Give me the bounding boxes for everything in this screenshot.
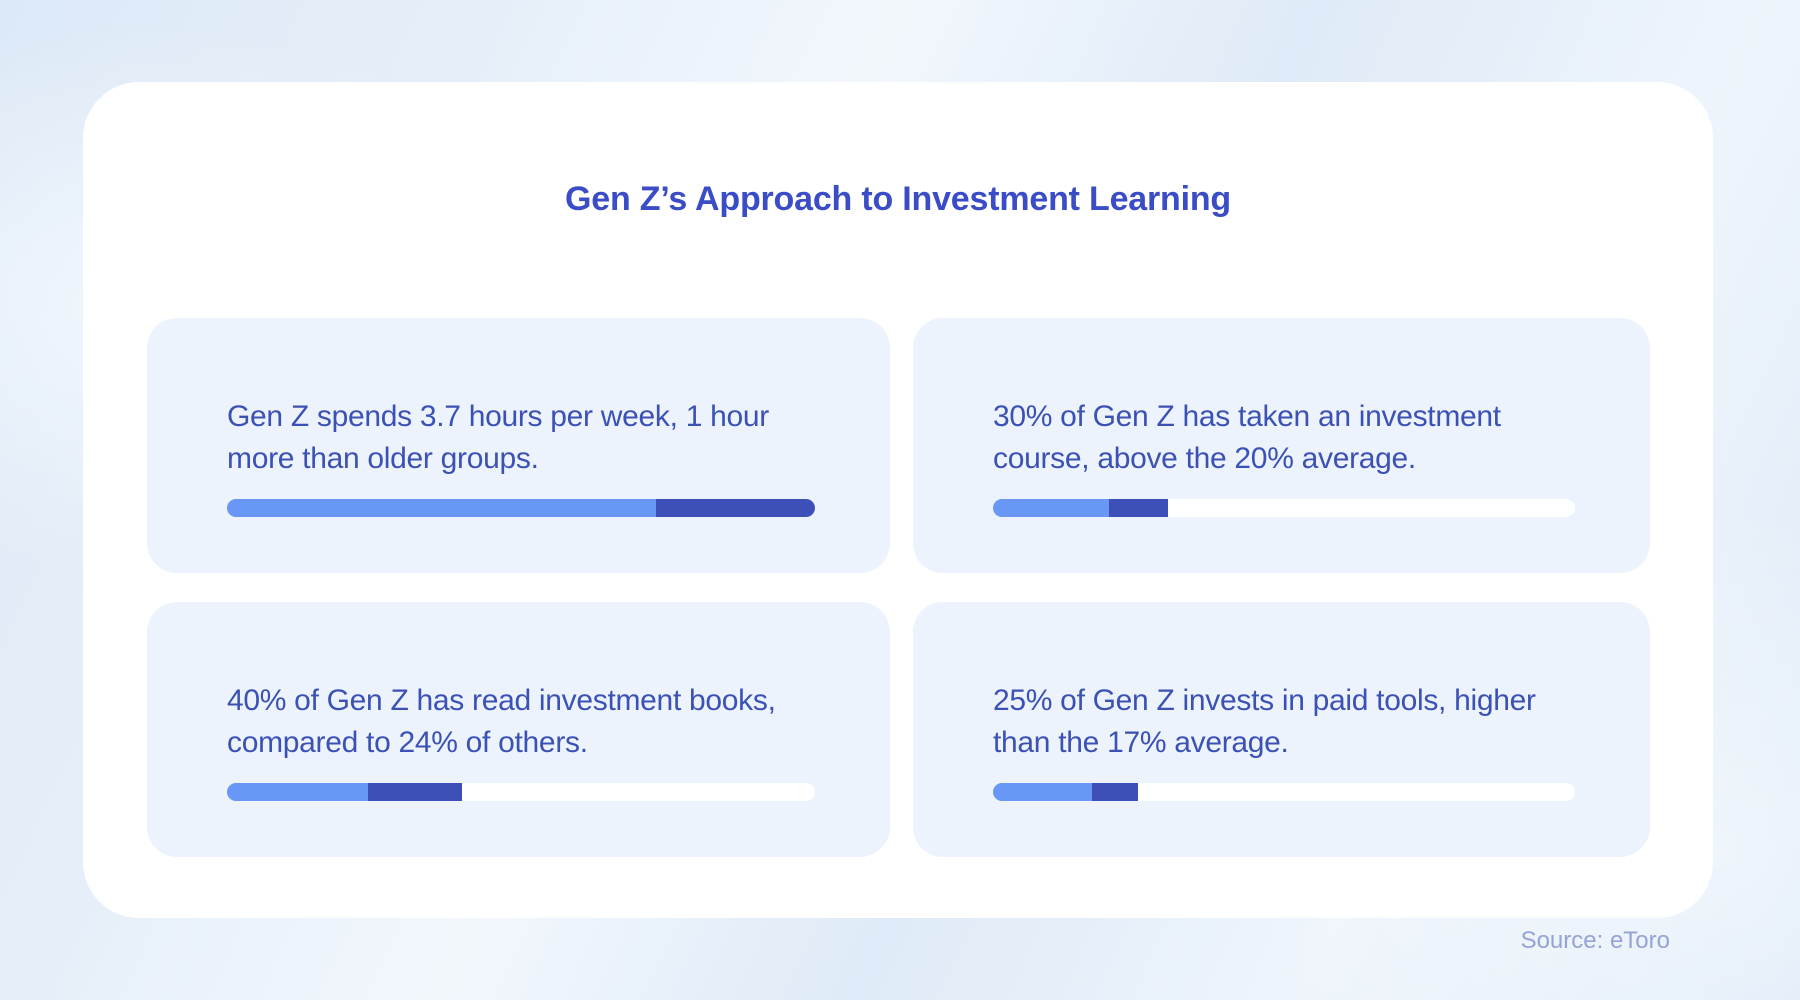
stat-text: Gen Z spends 3.7 hours per week, 1 hour …	[227, 400, 769, 475]
progress-base-segment	[227, 783, 369, 801]
stat-card-paid-tools: 25% of Gen Z invests in paid tools, high…	[913, 602, 1650, 857]
stat-text: 30% of Gen Z has taken an investment cou…	[993, 400, 1501, 475]
stat-cards-grid: Gen Z spends 3.7 hours per week, 1 hour …	[147, 318, 1650, 857]
stat-text: 25% of Gen Z invests in paid tools, high…	[993, 684, 1536, 759]
progress-track	[993, 783, 1575, 801]
progress-base-segment	[993, 499, 1110, 517]
progress-base-segment	[993, 783, 1092, 801]
progress-extra-segment	[368, 783, 463, 801]
progress-base-segment	[227, 499, 657, 517]
infographic-panel: Gen Z’s Approach to Investment Learning …	[83, 82, 1713, 918]
stat-card-learning-hours: Gen Z spends 3.7 hours per week, 1 hour …	[147, 318, 890, 573]
progress-track	[993, 499, 1575, 517]
progress-track	[227, 499, 815, 517]
progress-extra-segment	[1091, 783, 1139, 801]
stat-card-investment-books: 40% of Gen Z has read investment books, …	[147, 602, 890, 857]
source-credit: Source: eToro	[1520, 927, 1670, 954]
page-title: Gen Z’s Approach to Investment Learning	[565, 180, 1231, 218]
stat-card-investment-course: 30% of Gen Z has taken an investment cou…	[913, 318, 1650, 573]
progress-track	[227, 783, 815, 801]
progress-extra-segment	[1109, 499, 1168, 517]
progress-extra-segment	[656, 499, 815, 517]
stat-text: 40% of Gen Z has read investment books, …	[227, 684, 776, 759]
